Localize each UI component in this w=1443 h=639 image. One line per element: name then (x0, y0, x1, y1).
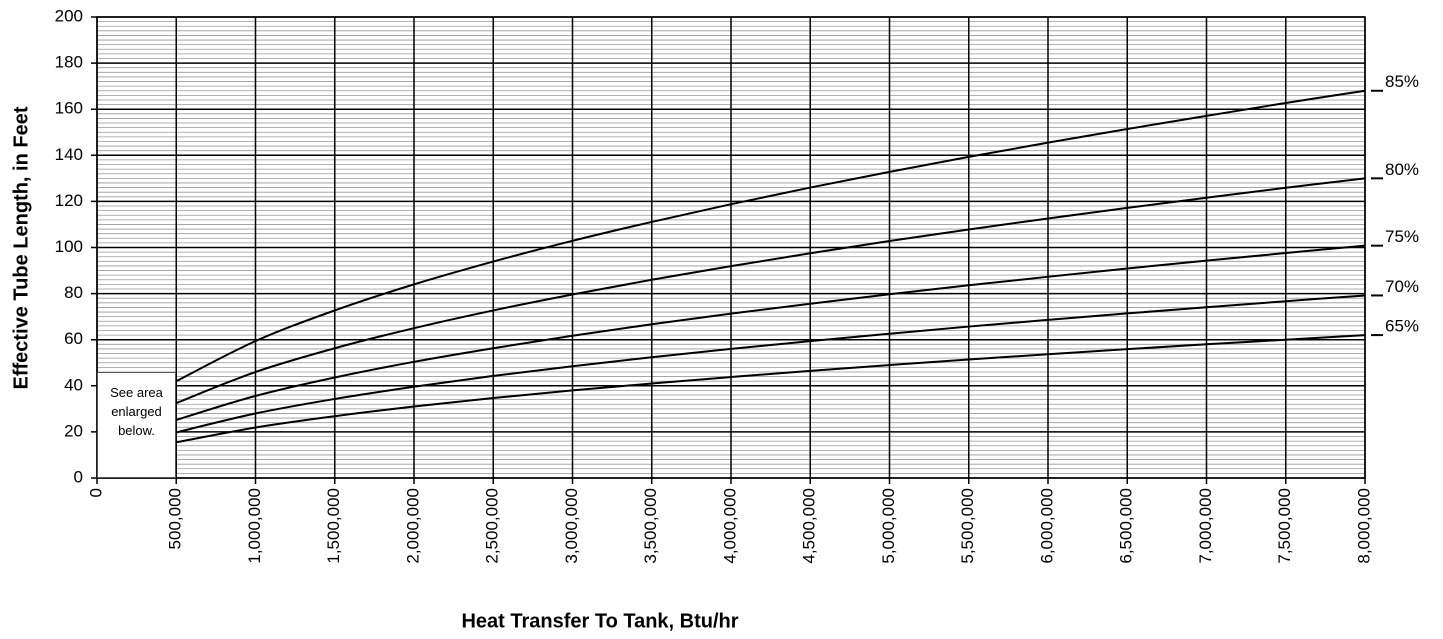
x-tick-label: 1,500,000 (324, 488, 343, 564)
series-line (175, 89, 1366, 383)
series-line (175, 177, 1366, 405)
series-label: 85% (1385, 72, 1419, 91)
y-tick-label: 100 (55, 237, 83, 256)
y-tick-label: 160 (55, 99, 83, 118)
x-tick-label: 6,500,000 (1117, 488, 1136, 564)
x-tick-label: 4,500,000 (800, 488, 819, 564)
series-line (175, 244, 1366, 421)
annotation: See area enlarged below. (97, 372, 176, 478)
x-tick-label: 7,000,000 (1196, 488, 1215, 564)
series-label: 75% (1385, 227, 1419, 246)
x-tick-label: 8,000,000 (1354, 488, 1373, 564)
series-label: 80% (1385, 160, 1419, 179)
series-label: 70% (1385, 277, 1419, 296)
y-axis-title: Effective Tube Length, in Feet (10, 106, 32, 389)
x-axis-title: Heat Transfer To Tank, Btu/hr (461, 610, 738, 632)
series-label: 65% (1385, 317, 1419, 336)
y-tick-label: 80 (64, 283, 83, 302)
x-tick-label: 6,000,000 (1037, 488, 1056, 564)
series-line (176, 334, 1366, 444)
x-tick-label: 4,000,000 (720, 488, 739, 564)
x-tick-label: 3,500,000 (641, 488, 660, 564)
x-tick-label: 0 (86, 488, 105, 497)
x-tick-label: 2,000,000 (403, 488, 422, 564)
y-tick-label: 60 (64, 329, 83, 348)
y-tick-label: 120 (55, 191, 83, 210)
x-tick-label: 5,000,000 (879, 488, 898, 564)
y-tick-label: 40 (64, 375, 83, 394)
y-tick-label: 140 (55, 145, 83, 164)
y-tick-label: 0 (74, 467, 83, 486)
y-tick-label: 200 (55, 6, 83, 25)
x-tick-label: 7,500,000 (1275, 488, 1294, 564)
x-tick-label: 1,000,000 (245, 488, 264, 564)
x-tick-label: 5,500,000 (958, 488, 977, 564)
y-tick-label: 180 (55, 53, 83, 72)
x-tick-label: 2,500,000 (483, 488, 502, 564)
y-tick-label: 20 (64, 421, 83, 440)
series-line (176, 294, 1366, 434)
plot-frame (96, 16, 1366, 479)
x-tick-label: 3,000,000 (562, 488, 581, 564)
x-tick-label: 500,000 (166, 488, 185, 549)
